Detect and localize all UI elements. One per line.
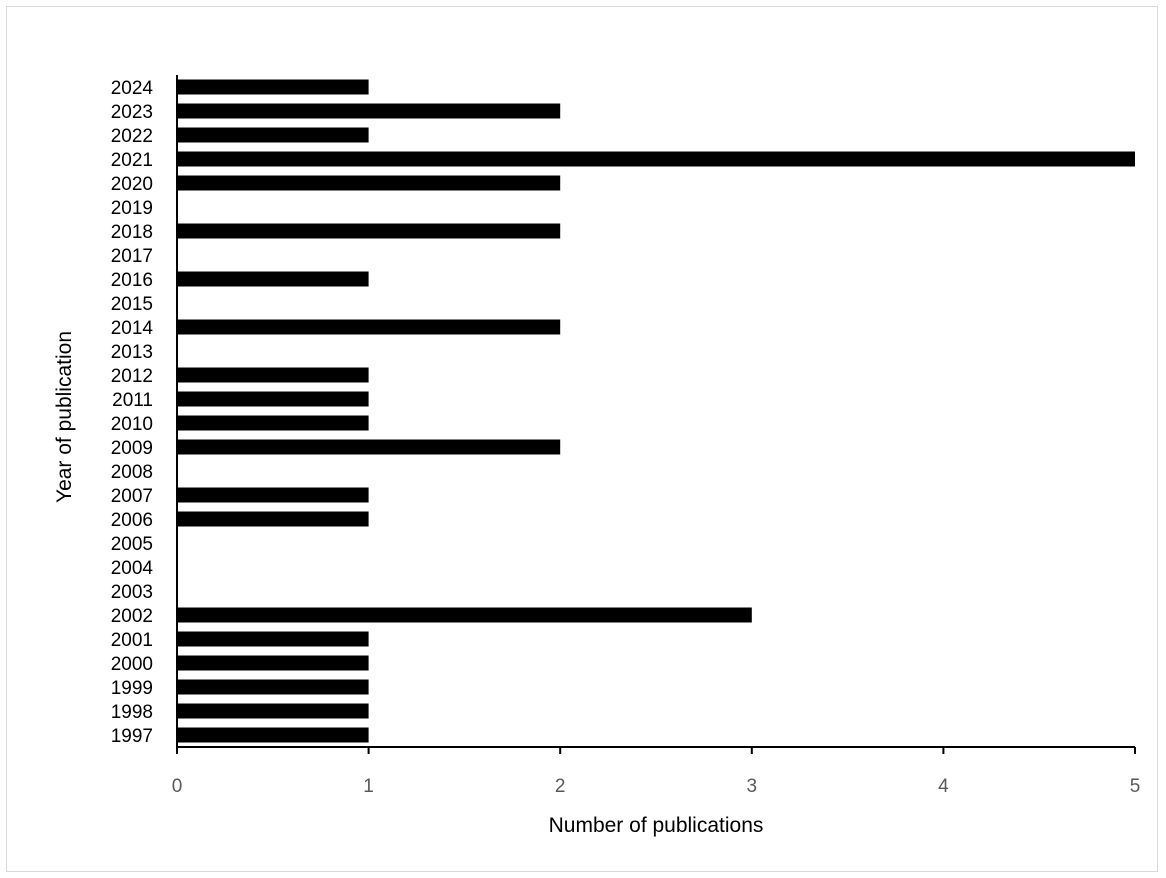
y-tick-label-2024: 2024 xyxy=(111,78,154,99)
y-tick-label-1998: 1998 xyxy=(111,702,153,723)
y-tick-label-2008: 2008 xyxy=(111,462,153,483)
y-tick-label-2006: 2006 xyxy=(111,510,153,531)
y-tick-labels: 1997 1998 1999 2000 2001 2002 2003 2004 2005 2006… xyxy=(111,78,154,747)
bar-2022 xyxy=(177,127,369,143)
y-tick-label-2012: 2012 xyxy=(111,366,153,387)
y-tick-label-1999: 1999 xyxy=(111,678,153,699)
y-tick-label-2022: 2022 xyxy=(111,126,153,147)
y-tick-label-2014: 2014 xyxy=(111,318,154,339)
bars-group xyxy=(177,79,1135,743)
bar-2012 xyxy=(177,367,369,383)
y-tick-label-2002: 2002 xyxy=(111,606,153,627)
x-axis-title: Number of publications xyxy=(549,814,764,837)
y-tick-label-2013: 2013 xyxy=(111,342,153,363)
bar-2021 xyxy=(177,151,1135,167)
x-tick-label-4: 4 xyxy=(938,776,949,797)
y-tick-label-2004: 2004 xyxy=(111,558,154,579)
bar-2023 xyxy=(177,103,561,119)
y-tick-label-1997: 1997 xyxy=(111,726,153,747)
bar-2002 xyxy=(177,607,752,623)
x-tick-label-3: 3 xyxy=(747,776,758,797)
bar-2001 xyxy=(177,631,369,647)
bar-2010 xyxy=(177,415,369,431)
bar-2014 xyxy=(177,319,561,335)
y-tick-label-2016: 2016 xyxy=(111,270,153,291)
bar-2018 xyxy=(177,223,561,239)
y-tick-label-2019: 2019 xyxy=(111,198,153,219)
y-axis-title: Year of publication xyxy=(53,331,76,503)
y-tick-label-2007: 2007 xyxy=(111,486,153,507)
bar-2016 xyxy=(177,271,369,287)
y-tick-label-2017: 2017 xyxy=(111,246,153,267)
y-tick-label-2010: 2010 xyxy=(111,414,153,435)
bar-2006 xyxy=(177,511,369,527)
x-tick-marks xyxy=(176,747,1136,754)
y-tick-label-2001: 2001 xyxy=(111,630,153,651)
y-tick-label-2023: 2023 xyxy=(111,102,153,123)
x-tick-label-5: 5 xyxy=(1130,776,1141,797)
bar-1999 xyxy=(177,679,369,695)
y-tick-label-2021: 2021 xyxy=(111,150,153,171)
x-tick-label-0: 0 xyxy=(172,776,183,797)
x-tick-labels: 0 1 2 3 4 5 xyxy=(172,776,1141,797)
x-tick-label-1: 1 xyxy=(363,776,374,797)
y-tick-label-2003: 2003 xyxy=(111,582,153,603)
bar-1998 xyxy=(177,703,369,719)
bar-2007 xyxy=(177,487,369,503)
y-tick-label-2020: 2020 xyxy=(111,174,153,195)
bar-2020 xyxy=(177,175,561,191)
bar-2024 xyxy=(177,79,369,95)
bar-2009 xyxy=(177,439,561,455)
y-tick-label-2005: 2005 xyxy=(111,534,153,555)
y-tick-label-2011: 2011 xyxy=(112,390,153,411)
y-tick-label-2009: 2009 xyxy=(111,438,153,459)
bar-1997 xyxy=(177,727,369,743)
bar-2000 xyxy=(177,655,369,671)
y-tick-label-2015: 2015 xyxy=(111,294,153,315)
y-tick-label-2000: 2000 xyxy=(111,654,153,675)
bar-2011 xyxy=(177,391,369,407)
y-tick-label-2018: 2018 xyxy=(111,222,153,243)
x-tick-label-2: 2 xyxy=(555,776,566,797)
